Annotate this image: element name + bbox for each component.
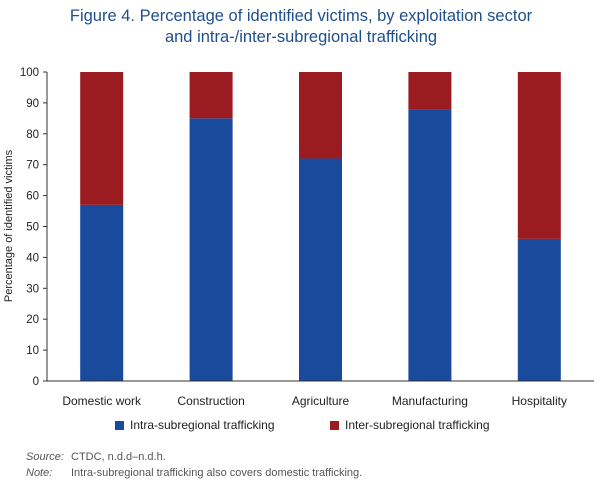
- axes-group: Domestic work Construction Agriculture Manu…: [20, 67, 594, 408]
- y-tick-label: 30: [26, 283, 39, 295]
- bar-inter-manufacturing: [408, 72, 452, 110]
- x-tick-label: Hospitality: [512, 394, 567, 408]
- note-text: Intra-subregional trafficking also cover…: [71, 467, 363, 479]
- y-tick-label: 40: [26, 252, 39, 264]
- bar-inter-domestic-work: [80, 72, 124, 205]
- source-row: Source: CTDC, n.d.d–n.d.h.: [26, 449, 362, 465]
- y-tick-label: 50: [26, 222, 39, 234]
- bar-inter-construction: [189, 72, 233, 119]
- bar-intra-hospitality: [517, 238, 561, 381]
- y-tick-label: 20: [26, 314, 39, 326]
- x-tick-label: Agriculture: [292, 394, 350, 408]
- legend-item-intra: Intra-subregional trafficking: [115, 418, 275, 432]
- source-text: CTDC, n.d.d–n.d.h.: [71, 451, 166, 463]
- bar-inter-hospitality: [517, 72, 561, 239]
- source-label: Source:: [26, 451, 64, 463]
- legend-swatch-intra: [115, 420, 124, 430]
- y-tick-label: 80: [26, 129, 39, 141]
- chart-title: Figure 4. Percentage of identified victi…: [0, 6, 602, 48]
- y-tick-label: 10: [26, 345, 39, 357]
- x-tick-label: Manufacturing: [392, 394, 468, 408]
- x-tick-label: Domestic work: [62, 394, 142, 408]
- y-tick-label: 100: [20, 67, 39, 79]
- bar-intra-construction: [189, 118, 233, 381]
- note-label: Note:: [26, 467, 53, 479]
- y-tick-label: 70: [26, 160, 39, 172]
- note-row: Note: Intra-subregional trafficking also…: [26, 465, 362, 481]
- legend-label-intra: Intra-subregional trafficking: [130, 418, 275, 432]
- bar-inter-agriculture: [299, 72, 342, 159]
- legend-swatch-inter: [330, 420, 339, 430]
- legend-label-inter: Inter-subregional trafficking: [345, 418, 490, 432]
- y-tick-label: 0: [33, 376, 39, 388]
- y-tick-label: 90: [26, 98, 39, 110]
- bar-intra-agriculture: [299, 158, 342, 381]
- x-tick-label: Construction: [177, 394, 244, 408]
- legend-item-inter: Inter-subregional trafficking: [330, 418, 490, 432]
- chart-title-line-1: Figure 4. Percentage of identified victi…: [69, 7, 533, 25]
- y-tick-label: 60: [26, 191, 39, 203]
- bar-intra-domestic-work: [80, 204, 124, 381]
- chart-notes: Source: CTDC, n.d.d–n.d.h. Note: Intra-s…: [26, 449, 362, 481]
- bar-intra-manufacturing: [408, 109, 452, 381]
- y-axis-label: Percentage of identified victims: [3, 149, 15, 302]
- chart-title-line-2: and intra-/inter-subregional trafficking: [164, 28, 438, 46]
- bars-group: [80, 72, 561, 381]
